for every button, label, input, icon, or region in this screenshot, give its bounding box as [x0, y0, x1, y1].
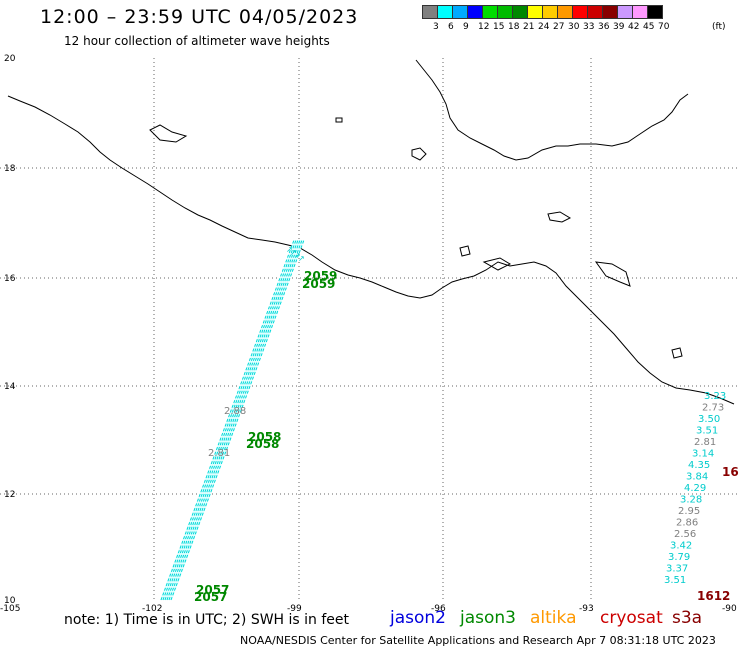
wave-height-value: 3.51 [664, 575, 686, 586]
coastal-lake [547, 211, 572, 223]
longitude-label: -93 [579, 604, 594, 614]
track-line [162, 239, 297, 601]
wave-height-value: 2.73 [702, 403, 724, 414]
wave-height-value: 4.35 [688, 460, 710, 471]
pass-number-label: 2057 [196, 583, 229, 597]
axis-labels: 20 18 16 14 12 10-105 -102 -99 -96 -93 -90 [0, 54, 737, 614]
coastal-lake [594, 261, 631, 287]
track-tick: ↗ [294, 251, 301, 260]
legend-s3a: s3a [672, 608, 703, 628]
wave-height-value: 3.50 [698, 414, 720, 425]
color-scale-label: 27 [553, 22, 565, 32]
longitude-label: -96 [431, 604, 446, 614]
latitude-label: 20 [4, 54, 16, 64]
color-scale-unit: (ft) [712, 22, 726, 32]
color-scale-label: 70 [658, 22, 670, 32]
wave-height-value: 2.56 [674, 529, 696, 540]
color-scale-label: 39 [613, 22, 625, 32]
wave-height-value: 3.28 [680, 495, 702, 506]
longitude-label: -105 [0, 604, 20, 614]
track-tick: ↗ [286, 245, 293, 254]
color-scale-label: 12 [478, 22, 490, 32]
map-note: note: 1) Time is in UTC; 2) SWH is in fe… [64, 612, 350, 628]
altimeter-tracks: ↗↗↗↗ [160, 239, 305, 601]
track-line [164, 239, 299, 601]
track-line [170, 239, 305, 601]
color-scale-label: 24 [538, 22, 550, 32]
pass-number-label: 2057 [194, 590, 227, 604]
pass-number-label: 2059 [304, 269, 337, 283]
legend-cryosat: cryosat [600, 608, 663, 628]
longitude-label: -102 [142, 604, 162, 614]
wave-height-value: 2.81 [694, 437, 716, 448]
latitude-label: 14 [4, 382, 16, 392]
wave-height-value: 2.95 [678, 506, 700, 517]
color-scale-label: 45 [643, 22, 655, 32]
color-scale-label: 21 [523, 22, 535, 32]
pass-number-label: 2058 [246, 437, 279, 451]
track-line [166, 239, 301, 601]
wave-height-value: 2.88 [224, 406, 246, 417]
footer-credit: NOAA/NESDIS Center for Satellite Applica… [240, 634, 716, 647]
wave-height-value: 2.81 [208, 448, 230, 459]
pass-number-label: 2059 [302, 277, 335, 291]
wave-height-value: 3.23 [704, 391, 726, 402]
legend-altika: altika [530, 608, 577, 628]
coastal-lake [482, 257, 512, 271]
color-scale-label: 36 [598, 22, 610, 32]
color-scale-label: 30 [568, 22, 580, 32]
color-scale-label: 6 [448, 22, 454, 32]
graticule [0, 58, 740, 600]
longitude-label: -90 [722, 604, 737, 614]
track-line [160, 239, 295, 601]
wave-height-value: 3.51 [696, 426, 718, 437]
wave-height-value: 3.42 [670, 541, 692, 552]
wave-height-value: 2.86 [676, 518, 698, 529]
color-scale-label: 9 [463, 22, 469, 32]
color-scale-label: 33 [583, 22, 595, 32]
pass-number-label: 1612 [697, 589, 730, 603]
latitude-label: 12 [4, 490, 15, 500]
color-scale-label: 3 [433, 22, 439, 32]
wave-height-value: 3.84 [686, 472, 708, 483]
legend-jason3: jason3 [460, 608, 516, 628]
legend-jason2: jason2 [390, 608, 446, 628]
track-tick: ↗ [298, 254, 305, 263]
color-scale-bar [422, 5, 663, 19]
coastal-lake [335, 117, 343, 123]
map-title: 12:00 – 23:59 UTC 04/05/2023 [40, 6, 359, 28]
color-scale-labels: 3 6 9 12 15 18 21 24 27 30 33 36 39 42 45 70 [422, 22, 740, 34]
longitude-label: -99 [287, 604, 302, 614]
color-scale-swatch [647, 5, 663, 19]
latitude-label: 16 [4, 274, 16, 284]
color-scale-label: 18 [508, 22, 520, 32]
color-scale-label: 15 [493, 22, 505, 32]
yucatan-coastline [415, 59, 689, 161]
latitude-label: 18 [4, 164, 16, 174]
gulf-island [411, 147, 427, 161]
track-tick: ↗ [290, 248, 297, 257]
wave-height-value: 3.37 [666, 564, 688, 575]
pass-number-label: 2058 [248, 430, 281, 444]
coastal-lake [671, 347, 683, 359]
wave-height-value: 4.29 [684, 483, 706, 494]
track-line [168, 239, 303, 601]
wave-height-values: 2.882.813.232.733.503.512.813.144.353.84… [208, 391, 726, 586]
wave-height-value: 3.14 [692, 449, 714, 460]
mexico-coastline [7, 95, 735, 405]
color-scale-label: 42 [628, 22, 640, 32]
pass-number-label: 16 [722, 465, 739, 479]
latitude-label: 10 [4, 596, 16, 606]
coastline [7, 59, 735, 405]
map-subtitle: 12 hour collection of altimeter wave hei… [64, 34, 330, 48]
wave-height-value: 3.79 [668, 552, 690, 563]
coastal-lake [459, 245, 471, 257]
coastal-lagoon [149, 124, 188, 143]
